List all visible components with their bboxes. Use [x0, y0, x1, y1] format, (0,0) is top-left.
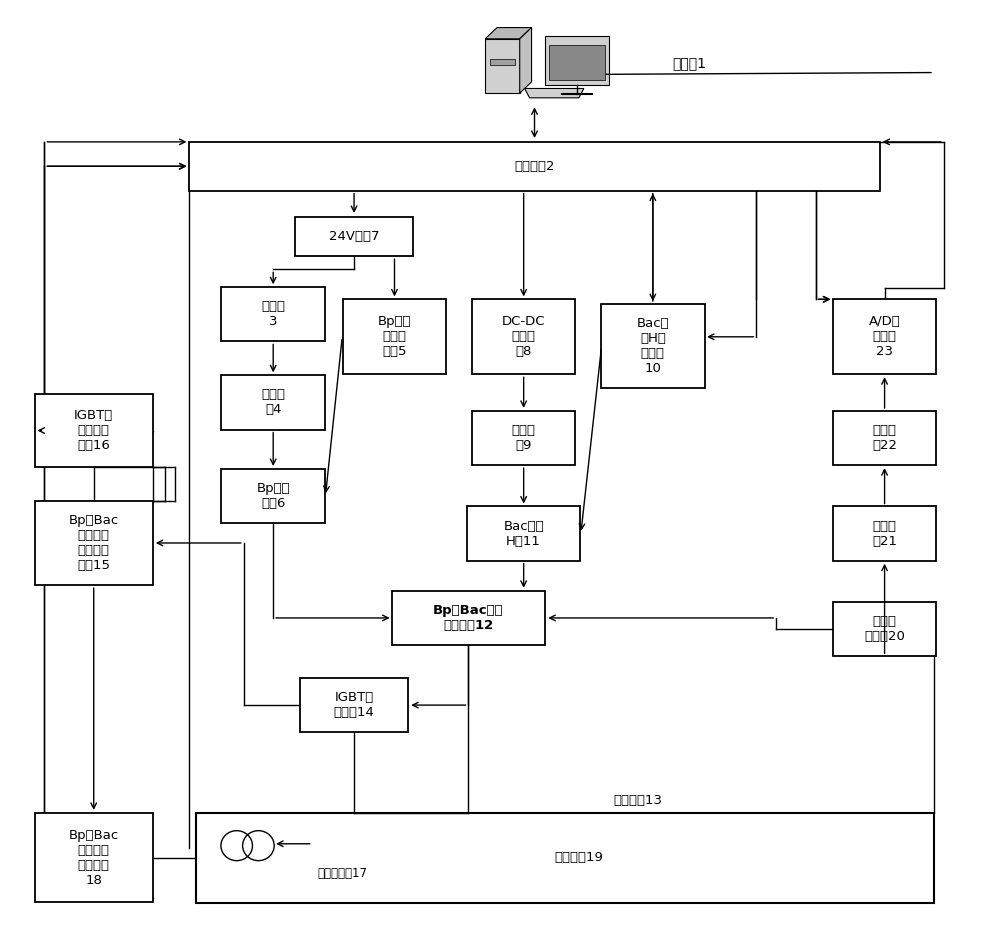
Text: IGBT高
压开兤14: IGBT高 压开兤14 — [334, 691, 374, 719]
Text: 放大电
路21: 放大电 路21 — [872, 519, 897, 548]
Bar — [221, 287, 325, 341]
Text: 整流电
路4: 整流电 路4 — [261, 388, 285, 417]
Bar — [472, 411, 575, 465]
Bar — [343, 300, 446, 375]
Text: 发射线圈13: 发射线圈13 — [614, 794, 663, 807]
Text: 主控单兲2: 主控单兲2 — [514, 160, 555, 173]
Bar — [35, 501, 153, 585]
Text: 储能电
垙9: 储能电 垙9 — [512, 424, 536, 452]
Bar — [196, 813, 934, 902]
Text: 高压继
电器ぢ20: 高压继 电器ぢ20 — [864, 615, 905, 643]
Text: Bp发射
开关6: Bp发射 开关6 — [256, 482, 290, 510]
Bar — [189, 142, 880, 190]
Text: Bp，Bac
发射电流
采集电路
18: Bp，Bac 发射电流 采集电路 18 — [69, 829, 119, 887]
Bar — [833, 300, 936, 375]
Bar — [472, 300, 575, 375]
Bar — [392, 591, 545, 645]
Bar — [601, 304, 705, 388]
Text: 接收线圈19: 接收线圈19 — [554, 851, 603, 864]
Bar — [833, 411, 936, 465]
Polygon shape — [485, 39, 520, 93]
Bar — [295, 217, 413, 256]
Polygon shape — [525, 88, 584, 98]
Text: A/D采
集单元
23: A/D采 集单元 23 — [869, 316, 900, 359]
Bar — [549, 46, 605, 80]
Bar — [221, 469, 325, 523]
Polygon shape — [520, 28, 532, 93]
Bar — [833, 602, 936, 656]
Polygon shape — [485, 28, 532, 39]
Text: Bac发射
H枉11: Bac发射 H枉11 — [503, 519, 544, 548]
Bar — [300, 678, 408, 732]
Text: 电流传感器17: 电流传感器17 — [317, 867, 367, 881]
Text: DC-DC
开关电
源8: DC-DC 开关电 源8 — [502, 316, 545, 359]
Bar — [467, 507, 580, 561]
Bar — [221, 376, 325, 430]
Bar — [35, 394, 153, 467]
Text: 24V电瓶7: 24V电瓶7 — [329, 230, 379, 243]
Text: 滤波电
路22: 滤波电 路22 — [872, 424, 897, 452]
Text: Bac发
射H桥
驱动器
10: Bac发 射H桥 驱动器 10 — [637, 318, 669, 376]
Bar — [35, 813, 153, 902]
Text: 发电机
3: 发电机 3 — [261, 301, 285, 328]
Bar — [833, 507, 936, 561]
Bar — [490, 59, 515, 65]
Text: Bp与Bac发射
切换开兤12: Bp与Bac发射 切换开兤12 — [433, 604, 504, 632]
Text: IGBT驱
动及保护
电路16: IGBT驱 动及保护 电路16 — [74, 409, 113, 452]
Text: 上位机1: 上位机1 — [673, 56, 707, 70]
Text: Bp，Bac
发射电流
快速关断
电路15: Bp，Bac 发射电流 快速关断 电路15 — [69, 514, 119, 572]
Text: Bp发射
开关驱
动器5: Bp发射 开关驱 动器5 — [378, 316, 411, 359]
Bar — [545, 36, 609, 85]
